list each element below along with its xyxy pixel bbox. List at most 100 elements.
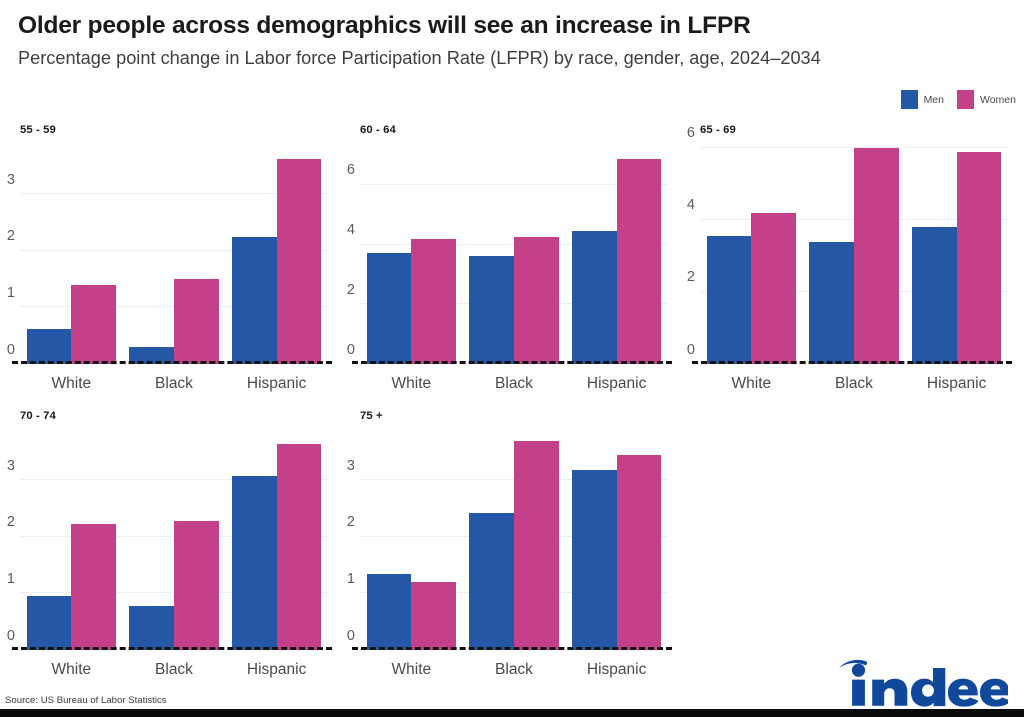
bar-white-men[interactable] bbox=[26, 328, 72, 364]
bar-hispanic-men[interactable] bbox=[231, 236, 277, 364]
y-axis-tick-label: 0 bbox=[346, 341, 355, 358]
x-axis-tick-label: White bbox=[391, 661, 432, 678]
chart-header: Older people across demographics will se… bbox=[0, 0, 1024, 70]
x-axis-tick-label: White bbox=[51, 375, 92, 392]
chart-panel-55-59: 55 - 59 0 1 2 3 White Black Hispanic bbox=[0, 118, 340, 404]
gridline bbox=[20, 193, 328, 195]
x-axis-tick-label: Black bbox=[835, 375, 873, 392]
x-axis-tick-label: Black bbox=[495, 375, 533, 392]
bar-white-men[interactable] bbox=[26, 596, 72, 650]
bar-white-women[interactable] bbox=[411, 239, 456, 364]
plot-area: 0 1 2 3 White Black Hispanic bbox=[347, 432, 672, 678]
y-axis-tick-label: 4 bbox=[686, 197, 695, 214]
bar-group-black: Black bbox=[129, 146, 219, 392]
page-subtitle: Percentage point change in Labor force P… bbox=[18, 48, 821, 69]
bar-group-black: Black bbox=[469, 146, 559, 392]
legend-label: Women bbox=[980, 93, 1016, 106]
y-axis-tick-label: 2 bbox=[686, 269, 695, 286]
bar-hispanic-men[interactable] bbox=[571, 231, 617, 364]
bar-white-men[interactable] bbox=[706, 236, 752, 364]
bar-white-women[interactable] bbox=[751, 212, 796, 364]
bar-group-white: White bbox=[26, 146, 116, 392]
bar-group-white: White bbox=[706, 146, 796, 392]
legend-label: Men bbox=[923, 93, 944, 106]
bar-hispanic-women[interactable] bbox=[956, 152, 1002, 364]
women-swatch bbox=[957, 90, 974, 109]
bar-groups: White Black Hispanic bbox=[360, 432, 668, 678]
bar-groups: White Black Hispanic bbox=[700, 146, 1008, 392]
bar-black-women[interactable] bbox=[853, 147, 899, 364]
bar-group-black: Black bbox=[809, 146, 899, 392]
y-axis-tick-label: 0 bbox=[6, 627, 15, 644]
legend-item-women[interactable]: Women bbox=[957, 90, 1016, 109]
men-swatch bbox=[900, 90, 918, 109]
bar-hispanic-women[interactable] bbox=[276, 444, 322, 650]
bar-black-men[interactable] bbox=[129, 347, 174, 364]
bar-hispanic-women[interactable] bbox=[616, 159, 662, 364]
bar-black-women[interactable] bbox=[173, 521, 219, 650]
bar-black-men[interactable] bbox=[469, 512, 514, 650]
panel-title: 55 - 59 bbox=[20, 124, 56, 136]
bar-white-women[interactable] bbox=[71, 284, 116, 364]
bar-white-women[interactable] bbox=[71, 523, 116, 650]
y-axis-tick-label: 2 bbox=[6, 228, 15, 245]
bar-group-hispanic: Hispanic bbox=[231, 146, 322, 392]
bar-hispanic-men[interactable] bbox=[911, 227, 957, 364]
y-axis-tick-label: 0 bbox=[6, 341, 15, 358]
footer-bar bbox=[0, 709, 1024, 717]
source-note: Source: US Bureau of Labor Statistics bbox=[5, 695, 167, 706]
x-axis-tick-label: Hispanic bbox=[926, 375, 987, 392]
bar-white-women[interactable] bbox=[411, 582, 456, 650]
bar-black-women[interactable] bbox=[173, 279, 219, 364]
bar-groups: White Black Hispanic bbox=[360, 146, 668, 392]
bar-black-women[interactable] bbox=[513, 236, 559, 364]
chart-panels: 55 - 59 0 1 2 3 White Black Hispanic 60 - 64 0 2 4 6… bbox=[0, 118, 1024, 690]
chart-panel-65-69: 65 - 69 0 2 4 6 White Black Hispanic bbox=[680, 118, 1020, 404]
gridline bbox=[20, 249, 328, 251]
y-axis-tick-label: 2 bbox=[346, 281, 355, 298]
bar-group-black: Black bbox=[129, 432, 219, 678]
bar-black-men[interactable] bbox=[809, 242, 854, 364]
chart-panel-60-64: 60 - 64 0 2 4 6 White Black Hispanic bbox=[340, 118, 680, 404]
zero-baseline bbox=[352, 647, 672, 650]
bar-group-hispanic: Hispanic bbox=[571, 432, 662, 678]
legend-item-men[interactable]: Men bbox=[900, 90, 944, 109]
y-axis-tick-label: 1 bbox=[6, 570, 15, 587]
bar-group-white: White bbox=[366, 146, 456, 392]
panel-title: 70 - 74 bbox=[20, 410, 56, 422]
zero-baseline bbox=[692, 361, 1012, 364]
x-axis-tick-label: Hispanic bbox=[246, 661, 307, 678]
plot-area: 0 1 2 3 White Black Hispanic bbox=[7, 146, 332, 392]
gridline bbox=[700, 146, 1008, 148]
y-axis-tick-label: 6 bbox=[346, 162, 355, 179]
zero-baseline bbox=[352, 361, 672, 364]
bar-white-men[interactable] bbox=[366, 573, 412, 650]
y-axis-tick-label: 0 bbox=[686, 341, 695, 358]
y-axis-tick-label: 2 bbox=[6, 514, 15, 531]
bar-white-men[interactable] bbox=[366, 252, 412, 364]
bar-hispanic-men[interactable] bbox=[231, 476, 277, 650]
gridline bbox=[360, 183, 668, 185]
x-axis-tick-label: Hispanic bbox=[246, 375, 307, 392]
bar-hispanic-women[interactable] bbox=[276, 159, 322, 364]
gridline bbox=[20, 479, 328, 481]
bar-hispanic-women[interactable] bbox=[616, 454, 662, 650]
y-axis-tick-label: 0 bbox=[346, 627, 355, 644]
y-axis-tick-label: 3 bbox=[346, 457, 355, 474]
x-axis-tick-label: Black bbox=[155, 661, 193, 678]
bar-black-men[interactable] bbox=[469, 255, 514, 364]
chart-legend: Men Women bbox=[900, 90, 1016, 109]
x-axis-tick-label: Black bbox=[155, 375, 193, 392]
bar-hispanic-men[interactable] bbox=[571, 469, 617, 650]
x-axis-tick-label: White bbox=[51, 661, 92, 678]
indeed-logo bbox=[839, 659, 1008, 707]
y-axis-tick-label: 3 bbox=[6, 171, 15, 188]
bar-groups: White Black Hispanic bbox=[20, 146, 328, 392]
zero-baseline bbox=[12, 361, 332, 364]
chart-panel-75: 75 + 0 1 2 3 White Black Hispanic bbox=[340, 404, 680, 690]
bar-black-women[interactable] bbox=[513, 440, 559, 650]
y-axis-tick-label: 2 bbox=[346, 514, 355, 531]
bar-black-men[interactable] bbox=[129, 605, 174, 650]
y-axis-tick-label: 4 bbox=[346, 221, 355, 238]
panel-title: 65 - 69 bbox=[700, 124, 736, 136]
